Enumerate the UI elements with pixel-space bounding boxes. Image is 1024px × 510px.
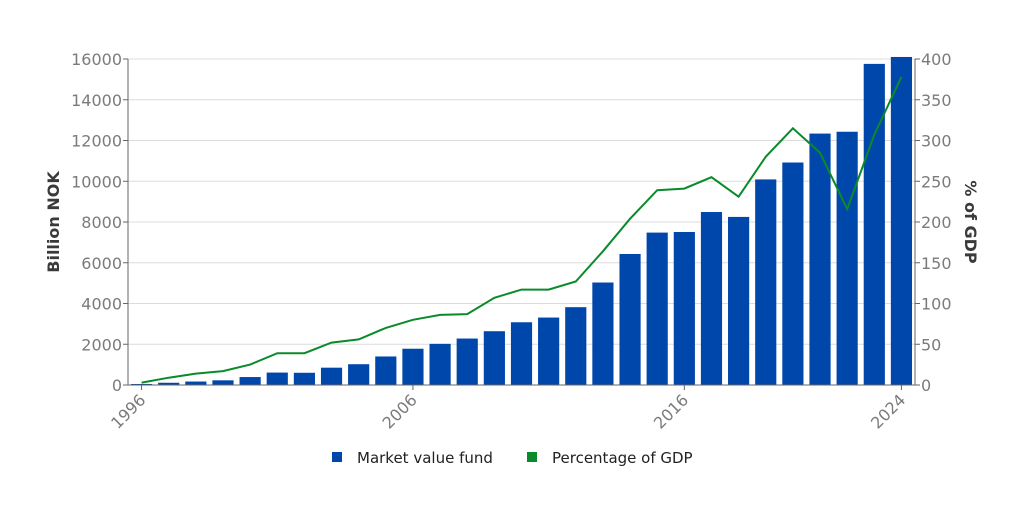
line-series-percentage-of-gdp [141,76,903,384]
legend-item-percentage-of-gdp[interactable]: Percentage of GDP [527,449,693,467]
bar-1997[interactable] [158,382,180,385]
bar-2001[interactable] [266,372,288,385]
x-tick-label: 1996 [107,390,149,432]
bar-2017[interactable] [700,212,723,385]
bar-2007[interactable] [429,343,451,385]
line-path[interactable] [141,76,903,384]
bar-2002[interactable] [293,372,315,385]
left-tick-label: 10000 [71,172,122,191]
left-tick-label: 6000 [81,254,122,273]
x-tick-label: 2006 [379,390,421,432]
legend-label-market-value-fund: Market value fund [357,449,493,467]
bar-2013[interactable] [592,282,614,385]
y-axis-right-title: % of GDP [961,180,980,264]
right-tick-label: 50 [921,335,941,354]
bar-2004[interactable] [348,364,370,385]
right-tick-label: 250 [921,172,952,191]
left-tick-label: 14000 [71,91,122,110]
left-tick-label: 12000 [71,132,122,151]
left-tick-label: 0 [112,376,122,395]
bar-2005[interactable] [375,356,397,385]
right-tick-label: 100 [921,295,952,314]
legend: Market value fund Percentage of GDP [332,449,693,467]
bar-1996[interactable] [130,383,153,385]
bar-1998[interactable] [185,381,207,385]
gridlines [128,58,915,386]
bar-2012[interactable] [565,307,587,385]
bar-2000[interactable] [239,377,261,385]
bar-1999[interactable] [212,380,234,385]
x-axis-ticks: 1996 2006 2016 2024 [107,385,909,433]
x-tick-label: 2024 [867,390,909,432]
left-tick-label: 2000 [81,335,122,354]
right-tick-label: 350 [921,91,952,110]
legend-swatch-market-value-fund [332,452,342,462]
left-tick-label: 16000 [71,50,122,69]
bar-2019[interactable] [755,179,777,385]
bar-2014[interactable] [619,253,641,385]
y-axis-left-title: Billion NOK [44,171,63,273]
right-tick-label: 400 [921,50,952,69]
bar-2018[interactable] [728,216,750,385]
right-tick-label: 150 [921,254,952,273]
bar-2016[interactable] [673,231,695,385]
right-tick-label: 0 [921,376,931,395]
legend-swatch-percentage-of-gdp [527,452,537,462]
left-tick-label: 4000 [81,295,122,314]
bar-2021[interactable] [809,133,831,385]
bar-2009[interactable] [483,331,505,385]
legend-item-market-value-fund[interactable]: Market value fund [332,449,493,467]
right-axis-ticks: 0 50 100 150 200 250 300 350 400 [915,50,952,395]
bar-2006[interactable] [402,348,424,385]
left-tick-label: 8000 [81,213,122,232]
x-tick-label: 2016 [650,390,692,432]
legend-label-percentage-of-gdp: Percentage of GDP [552,449,693,467]
bar-2022[interactable] [836,131,858,385]
bar-2011[interactable] [538,317,560,385]
right-tick-label: 200 [921,213,952,232]
bar-2024[interactable] [890,56,913,386]
left-axis-ticks: 0 2000 4000 6000 8000 10000 12000 14000 16000 [71,50,128,395]
bar-series-market-value-fund [130,56,913,386]
bar-2010[interactable] [510,322,533,385]
right-tick-label: 300 [921,132,952,151]
bar-2015[interactable] [646,232,668,385]
bar-2020[interactable] [782,162,804,385]
bar-2003[interactable] [320,367,343,385]
bar-2008[interactable] [456,338,478,385]
bar-2023[interactable] [863,63,885,385]
